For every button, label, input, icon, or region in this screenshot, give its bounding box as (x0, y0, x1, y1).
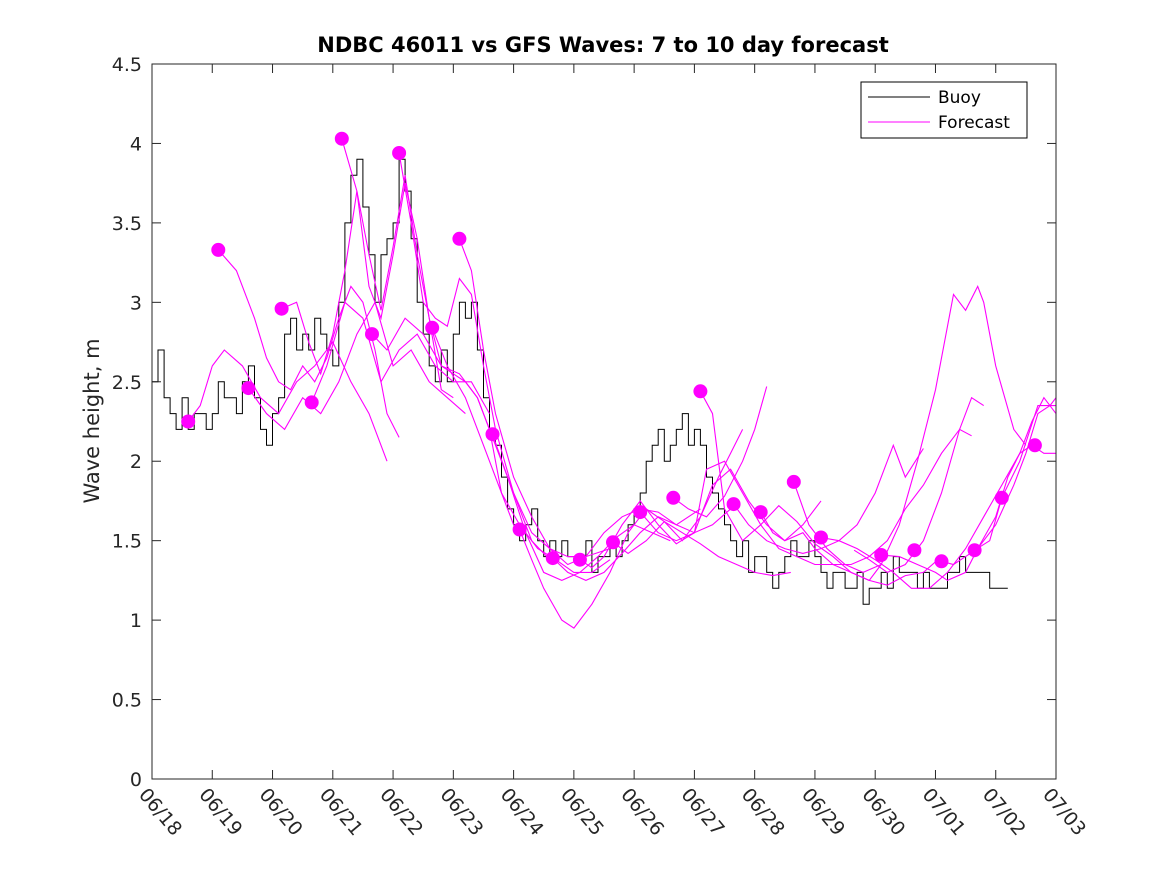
forecast-marker-22 (874, 548, 889, 562)
forecast-run-line-14 (247, 300, 466, 431)
legend-forecast-label: Forecast (938, 113, 1010, 133)
forecast-run-line-25 (974, 405, 1056, 551)
forecast-run-line-10 (820, 396, 1056, 589)
forecast-run-line-5 (519, 429, 744, 629)
forecast-marker-27 (1027, 438, 1042, 453)
forecast-marker-2 (241, 381, 256, 396)
forecast-marker-9 (452, 231, 467, 246)
forecast-marker-15 (633, 505, 648, 520)
y-tick-label: 3.5 (112, 213, 142, 235)
y-tick-label: 1 (130, 610, 142, 632)
forecast-marker-19 (753, 505, 768, 520)
forecast-run-line-20 (612, 520, 791, 577)
forecast-run-line-23 (793, 285, 1027, 574)
forecast-marker-12 (545, 551, 560, 566)
forecast-marker-4 (304, 395, 319, 410)
forecast-marker-7 (392, 146, 407, 160)
forecast-marker-17 (693, 384, 708, 399)
legend-buoy-label: Buoy (938, 88, 981, 108)
buoy-series-line (152, 158, 1008, 605)
forecast-marker-25 (967, 543, 982, 558)
forecast-run-line-21 (672, 386, 768, 518)
y-tick-label: 2.5 (112, 372, 142, 394)
forecast-marker-11 (512, 522, 527, 537)
forecast-marker-1 (211, 242, 226, 257)
y-tick-label: 0 (130, 769, 142, 791)
y-tick-label: 3 (130, 292, 142, 314)
chart-title: NDBC 46011 vs GFS Waves: 7 to 10 day for… (317, 33, 888, 57)
forecast-marker-18 (726, 497, 741, 512)
forecast-run-line-3 (398, 152, 611, 558)
forecast-marker-8 (425, 320, 440, 335)
y-tick-label: 1.5 (112, 531, 142, 553)
legend: Buoy Forecast (860, 81, 1028, 139)
forecast-marker-3 (274, 301, 289, 316)
forecast-marker-20 (786, 474, 801, 489)
forecast-run-line-8 (699, 391, 942, 586)
plot-area (152, 138, 1056, 629)
y-tick-label: 2 (130, 451, 142, 473)
forecast-marker-5 (334, 131, 349, 146)
y-axis-label: Wave height, m (80, 338, 104, 503)
forecast-marker-13 (572, 552, 587, 567)
forecast-marker-26 (994, 490, 1009, 505)
y-tick-label: 4 (130, 133, 142, 155)
forecast-marker-21 (814, 530, 828, 545)
forecast-run-line-22 (733, 443, 924, 554)
forecast-run-line-18 (491, 434, 671, 582)
forecast-marker-0 (181, 414, 196, 429)
forecast-run-line-1 (281, 175, 454, 399)
forecast-run-line-16 (371, 317, 551, 561)
forecast-marker-23 (907, 543, 922, 558)
forecast-marker-10 (485, 427, 500, 442)
forecast-run-line-13 (187, 341, 388, 462)
axes-box (151, 63, 1057, 780)
y-tick-label: 4.5 (112, 54, 142, 76)
forecast-marker-6 (365, 327, 379, 342)
forecast-marker-14 (606, 535, 620, 550)
forecast-run-line-15 (311, 301, 490, 414)
forecast-run-line-4 (458, 238, 701, 566)
forecast-run-line-19 (552, 508, 731, 582)
y-tick-label: 0.5 (112, 690, 142, 712)
forecast-marker-16 (666, 490, 681, 505)
legend-box (860, 81, 1028, 139)
forecast-marker-24 (934, 554, 949, 569)
